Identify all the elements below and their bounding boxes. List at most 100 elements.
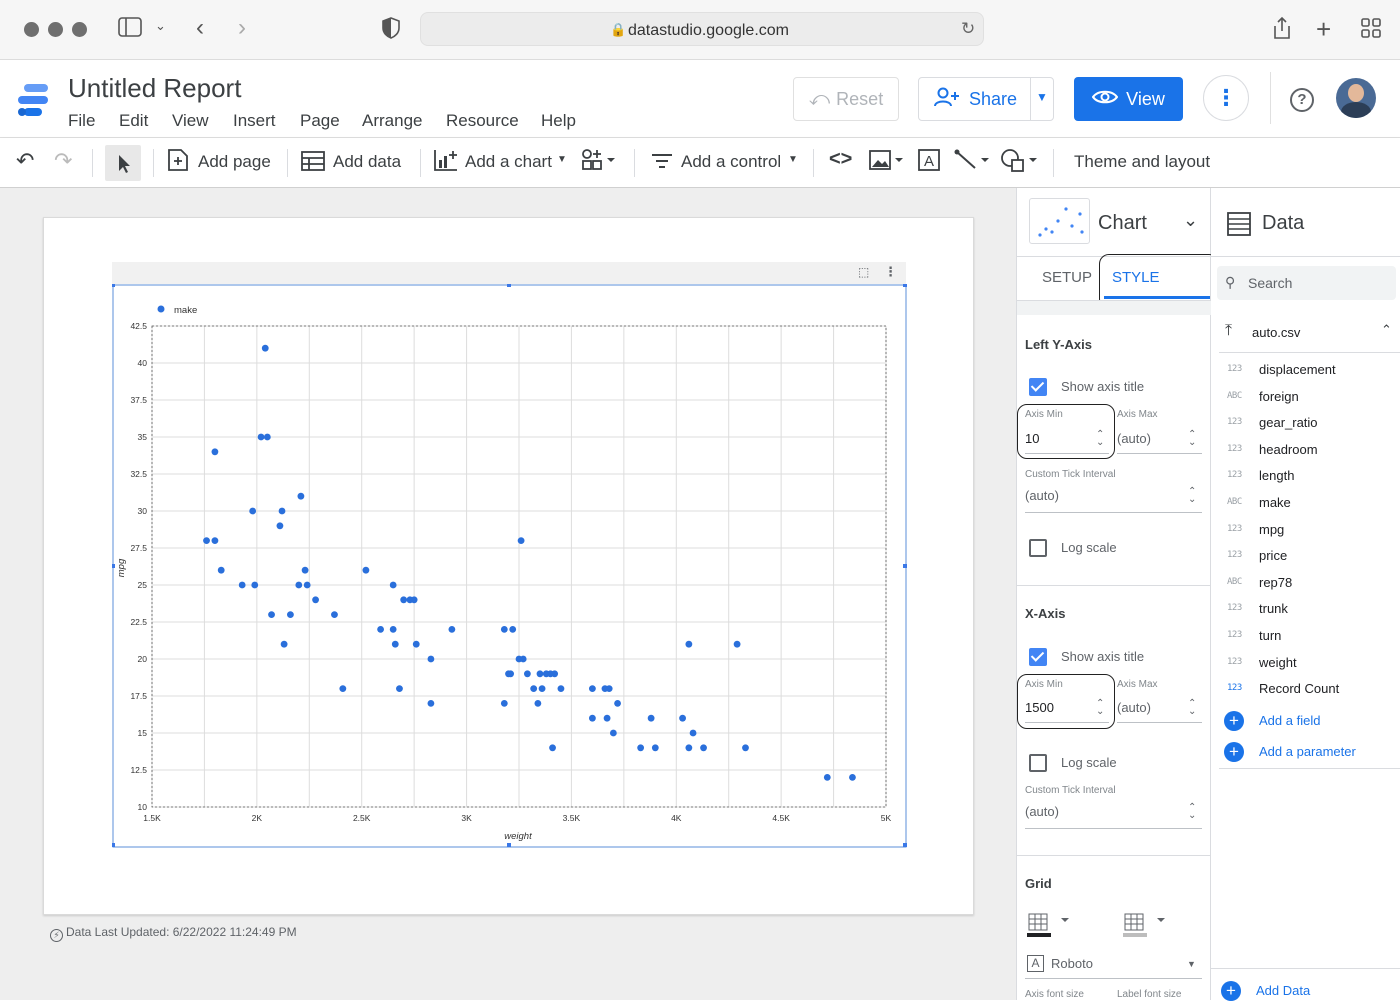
scatter-point[interactable]: [448, 626, 456, 633]
forward-icon[interactable]: ›: [238, 14, 246, 41]
privacy-shield-icon[interactable]: [382, 17, 400, 45]
font-family-select[interactable]: Roboto: [1051, 956, 1093, 971]
zoom-window-button[interactable]: [72, 22, 87, 37]
data-field-item[interactable]: 123 displacement: [1227, 362, 1387, 380]
font-dropdown-icon[interactable]: ▼: [1187, 959, 1196, 969]
resize-handle[interactable]: [903, 564, 907, 568]
scatter-point[interactable]: [509, 626, 517, 633]
report-title[interactable]: Untitled Report: [68, 73, 242, 103]
x-axis-min-stepper[interactable]: ⌃ ⌄: [1096, 698, 1105, 717]
shape-tool-icon[interactable]: [1000, 148, 1042, 180]
axis-color-picker-icon[interactable]: [1027, 912, 1077, 943]
scatter-point[interactable]: [538, 685, 546, 692]
menu-file[interactable]: File: [68, 111, 96, 130]
y-axis-max-input[interactable]: (auto): [1117, 431, 1151, 446]
reload-icon[interactable]: ↻: [961, 19, 976, 38]
scatter-point[interactable]: [203, 537, 210, 544]
scatter-point[interactable]: [530, 685, 538, 692]
scatter-point[interactable]: [249, 507, 257, 515]
chart-more-icon[interactable]: ⋮: [884, 264, 897, 279]
undo-icon[interactable]: ↶: [16, 148, 35, 173]
y-tick-interval-stepper[interactable]: ⌃ ⌄: [1188, 486, 1197, 505]
scatter-point[interactable]: [331, 611, 338, 618]
scatter-point[interactable]: [396, 685, 403, 692]
scatter-chart[interactable]: 10 12.5 15 17.5 20 22.5 25 27.5 30 32.5 35 37.5 40 42…: [112, 284, 908, 850]
data-field-item[interactable]: 123 gear_ratio: [1227, 415, 1387, 433]
scatter-point[interactable]: [517, 537, 525, 544]
add-control-button[interactable]: Add a control: [681, 152, 782, 171]
scatter-point[interactable]: [733, 640, 741, 648]
scatter-point[interactable]: [287, 611, 294, 618]
scatter-point[interactable]: [211, 448, 219, 456]
data-field-item[interactable]: 123 headroom: [1227, 442, 1387, 460]
scatter-point[interactable]: [536, 670, 544, 678]
add-data-link[interactable]: Add Data: [1256, 983, 1311, 998]
scatter-point[interactable]: [217, 566, 225, 574]
add-page-button[interactable]: Add page: [198, 152, 271, 171]
chevron-down-icon[interactable]: ⌄: [1183, 210, 1199, 230]
data-field-item[interactable]: 123 mpg: [1227, 522, 1387, 540]
scatter-chart-type-icon[interactable]: [1029, 198, 1090, 244]
data-source-name[interactable]: auto.csv: [1252, 325, 1301, 340]
tab-style[interactable]: STYLE: [1112, 269, 1160, 286]
tab-setup[interactable]: SETUP: [1042, 269, 1093, 286]
x-log-scale-checkbox[interactable]: [1029, 754, 1047, 772]
scatter-point[interactable]: [377, 626, 384, 633]
scatter-point[interactable]: [391, 640, 399, 648]
data-field-item[interactable]: 123 Record Count: [1227, 681, 1387, 699]
tab-overview-icon[interactable]: [1361, 18, 1381, 44]
more-options-icon[interactable]: ⋮: [1203, 75, 1249, 121]
scatter-point[interactable]: [557, 685, 565, 692]
y-axis-max-stepper[interactable]: ⌃ ⌄: [1188, 429, 1197, 448]
minimize-window-button[interactable]: [48, 22, 63, 37]
scatter-point[interactable]: [685, 640, 693, 648]
reset-button[interactable]: ⤺ Reset: [793, 77, 899, 121]
share-button[interactable]: Share: [918, 77, 1054, 121]
resize-handle[interactable]: [112, 284, 115, 287]
resize-handle[interactable]: [112, 564, 115, 568]
data-search-input[interactable]: ⚲ Search: [1217, 266, 1396, 300]
resize-handle[interactable]: [112, 843, 115, 847]
image-icon[interactable]: [868, 148, 906, 178]
scatter-point[interactable]: [551, 670, 559, 678]
data-field-item[interactable]: 123 price: [1227, 548, 1387, 566]
scatter-point[interactable]: [603, 714, 611, 722]
help-icon[interactable]: ?: [1290, 88, 1314, 112]
data-field-item[interactable]: ABC foreign: [1227, 389, 1387, 407]
y-axis-min-stepper[interactable]: ⌃ ⌄: [1096, 429, 1105, 448]
chart-header-bar[interactable]: ⬚ ⋮: [112, 262, 906, 284]
menu-arrange[interactable]: Arrange: [362, 111, 423, 130]
address-bar[interactable]: 🔒 datastudio.google.com ↻: [420, 12, 984, 46]
data-field-item[interactable]: ABC rep78: [1227, 575, 1387, 593]
scatter-point[interactable]: [297, 492, 305, 500]
scatter-point[interactable]: [651, 744, 659, 752]
add-control-dropdown-icon[interactable]: ▼: [788, 154, 798, 165]
redo-icon[interactable]: ↷: [54, 148, 73, 173]
scatter-point[interactable]: [251, 581, 259, 589]
scatter-point[interactable]: [427, 700, 435, 707]
y-log-scale-checkbox[interactable]: [1029, 539, 1047, 557]
new-tab-icon[interactable]: +: [1316, 14, 1332, 44]
theme-and-layout-button[interactable]: Theme and layout: [1074, 152, 1211, 171]
scatter-point[interactable]: [400, 596, 408, 604]
chart-select-icon[interactable]: ⬚: [858, 265, 870, 279]
add-chart-dropdown-icon[interactable]: ▼: [557, 154, 567, 165]
report-canvas[interactable]: ⬚ ⋮ 10 12.5 15 17.5 20 22.5 25 27.5 30 32.5 35 37.5…: [0, 188, 1016, 1000]
menu-edit[interactable]: Edit: [119, 111, 149, 130]
report-page[interactable]: ⬚ ⋮ 10 12.5 15 17.5 20 22.5 25 27.5 30 32.5 35 37.5…: [43, 217, 974, 915]
scatter-point[interactable]: [605, 685, 613, 692]
resize-handle[interactable]: [507, 843, 511, 847]
add-parameter-link[interactable]: Add a parameter: [1259, 744, 1356, 759]
scatter-point[interactable]: [389, 581, 397, 589]
legend-label[interactable]: make: [174, 305, 197, 316]
view-button[interactable]: View: [1074, 77, 1183, 121]
scatter-point[interactable]: [689, 729, 697, 737]
grid-color-picker-icon[interactable]: [1123, 912, 1173, 943]
data-studio-logo[interactable]: [16, 82, 54, 123]
menu-resource[interactable]: Resource: [446, 111, 519, 130]
scatter-point[interactable]: [412, 640, 420, 648]
scatter-point[interactable]: [549, 744, 556, 752]
scatter-point[interactable]: [589, 685, 596, 692]
scatter-point[interactable]: [278, 507, 286, 515]
share-dropdown-icon[interactable]: ▼: [1036, 90, 1048, 104]
